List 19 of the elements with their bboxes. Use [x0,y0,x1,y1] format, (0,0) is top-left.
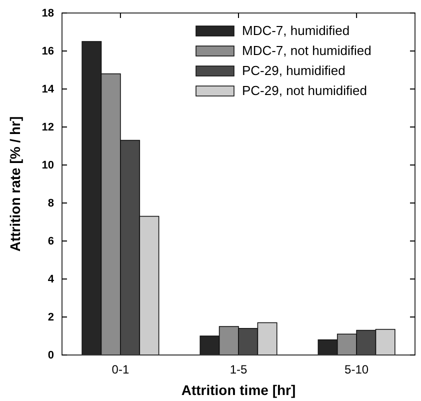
x-tick-label: 1-5 [230,362,248,377]
y-tick-label: 18 [42,8,54,20]
y-tick-label: 4 [48,274,55,286]
legend-label: PC-29, not humidified [242,83,368,98]
x-axis-title: Attrition time [hr] [181,382,296,398]
x-tick-label: 5-10 [344,362,369,377]
y-tick-label: 6 [48,236,54,248]
legend-label: MDC-7, not humidified [242,43,372,58]
y-tick-label: 12 [42,122,54,134]
y-axis-title: Attrition rate [% / hr] [7,116,23,252]
y-tick-label: 16 [42,46,54,58]
y-tick-label: 2 [48,312,54,324]
y-tick-label: 0 [48,350,54,362]
y-tick-label: 14 [42,84,55,96]
legend-label: PC-29, humidified [242,63,346,78]
y-tick-label: 10 [42,160,54,172]
y-tick-label: 8 [48,198,54,210]
x-tick-label: 0-1 [112,362,130,377]
legend-label: MDC-7, humidified [242,23,350,38]
